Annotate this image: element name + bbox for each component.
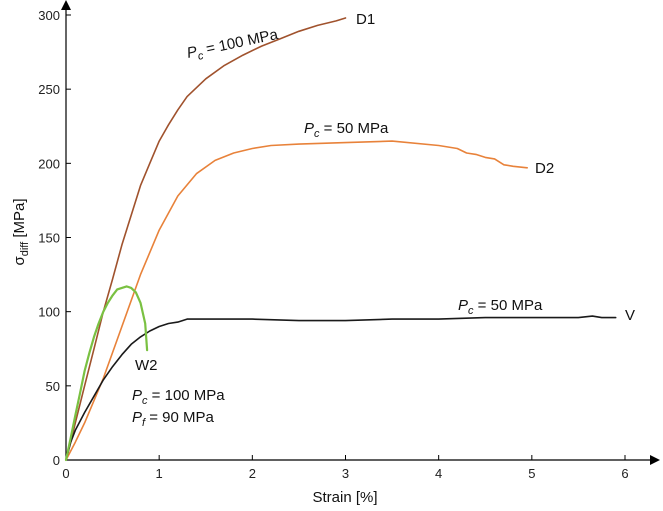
x-tick-label: 5: [528, 466, 535, 481]
d2-pressure-annotation: Pc = 50 MPa: [304, 120, 389, 140]
y-axis-arrow: [61, 0, 71, 10]
w2-series-label: W2: [135, 357, 158, 374]
y-tick-label: 100: [38, 305, 60, 320]
v-series-label: V: [625, 307, 635, 324]
y-axis-label: σdiff [MPa]: [11, 198, 31, 265]
y-tick-label: 200: [38, 156, 60, 171]
y-tick-label: 250: [38, 82, 60, 97]
x-tick-label: 3: [342, 466, 349, 481]
x-axis-label: Strain [%]: [312, 489, 377, 506]
w2-fluid-pressure-annotation: Pf = 90 MPa: [132, 409, 215, 429]
v-pressure-annotation: Pc = 50 MPa: [458, 297, 543, 317]
d1-pressure-annotation: Pc = 100 MPa: [185, 26, 280, 65]
d1-series-label: D1: [356, 11, 375, 28]
x-tick-label: 1: [156, 466, 163, 481]
x-tick-label: 4: [435, 466, 442, 481]
axes: 0 1 2 3 4 5 6 0 50 100 150 200 250 300: [38, 0, 660, 481]
y-tick-label: 50: [46, 379, 60, 394]
y-tick-label: 300: [38, 8, 60, 23]
w2-confining-pressure-annotation: Pc = 100 MPa: [132, 387, 225, 407]
series-line-w2: [64, 285, 149, 462]
curves: [64, 17, 617, 462]
series-line-d2: [65, 140, 528, 461]
x-tick-label: 6: [621, 466, 628, 481]
series-line-v: [65, 315, 617, 461]
y-tick-label: 150: [38, 231, 60, 246]
d2-series-label: D2: [535, 160, 554, 177]
x-tick-label: 2: [249, 466, 256, 481]
y-tick-label: 0: [53, 453, 60, 468]
labels: Strain [%] σdiff [MPa] D1 D2 V W2 Pc = 1…: [11, 11, 635, 506]
x-tick-label: 0: [62, 466, 69, 481]
series-line-d1: [65, 17, 347, 461]
x-axis-arrow: [650, 455, 660, 465]
